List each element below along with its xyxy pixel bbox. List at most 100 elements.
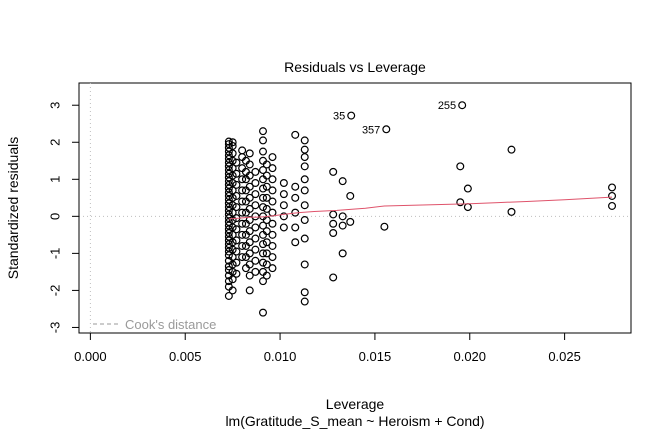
data-point — [245, 249, 254, 258]
data-point — [224, 217, 233, 226]
data-point — [232, 258, 241, 267]
data-point — [456, 198, 465, 207]
x-tick-label: 0.020 — [453, 349, 486, 364]
data-point — [608, 201, 617, 210]
data-point — [262, 160, 271, 169]
data-point — [268, 208, 277, 217]
data-point — [259, 203, 268, 212]
data-point — [224, 236, 233, 245]
data-point — [329, 167, 338, 176]
data-point — [224, 251, 233, 260]
data-point — [224, 173, 233, 182]
data-point — [259, 184, 268, 193]
data-point — [224, 243, 233, 252]
data-point — [224, 158, 233, 167]
data-point — [228, 275, 237, 284]
data-point — [338, 177, 347, 186]
data-point — [228, 171, 237, 180]
data-point — [224, 177, 233, 186]
data-point — [224, 162, 233, 171]
data-point — [224, 206, 233, 215]
data-point — [224, 291, 233, 300]
data-point — [608, 191, 617, 200]
data-point — [224, 151, 233, 160]
data-point — [228, 186, 237, 195]
data-point — [238, 219, 247, 228]
data-point — [291, 238, 300, 247]
data-point — [291, 193, 300, 202]
data-point — [224, 266, 233, 275]
reference-lines — [79, 83, 631, 333]
data-point — [458, 101, 467, 110]
data-point — [232, 180, 241, 189]
data-point — [224, 154, 233, 163]
data-point — [228, 245, 237, 254]
data-point — [251, 212, 260, 221]
data-point — [329, 273, 338, 282]
x-axis: 0.000 0.005 0.010 0.015 0.020 0.025 — [74, 332, 581, 364]
data-point — [279, 212, 288, 221]
data-point — [300, 145, 309, 154]
data-point — [224, 199, 233, 208]
data-point — [224, 277, 233, 286]
data-point — [268, 253, 277, 262]
data-point — [279, 223, 288, 232]
data-point — [268, 153, 277, 162]
data-point — [224, 191, 233, 200]
data-point — [262, 204, 271, 213]
data-point — [259, 308, 268, 317]
data-point — [224, 166, 233, 175]
data-point — [232, 158, 241, 167]
data-point — [224, 210, 233, 219]
data-point — [300, 136, 309, 145]
plot-frame — [78, 82, 632, 334]
data-point — [251, 201, 260, 210]
data-point — [262, 182, 271, 191]
data-point — [238, 197, 247, 206]
data-point — [329, 219, 338, 228]
data-point — [300, 186, 309, 195]
data-point — [300, 201, 309, 210]
data-point — [245, 160, 254, 169]
data-point — [245, 182, 254, 191]
data-point — [238, 253, 247, 262]
x-tick-label: 0.005 — [169, 349, 202, 364]
data-point — [228, 156, 237, 165]
data-point — [224, 240, 233, 249]
y-axis-label: Standardized residuals — [5, 137, 21, 279]
y-tick-label: 2 — [48, 139, 63, 146]
data-point — [232, 269, 241, 278]
point-label: 35 — [333, 111, 345, 123]
data-point — [300, 162, 309, 171]
data-point — [232, 225, 241, 234]
point-label: 255 — [438, 100, 456, 112]
data-point — [224, 195, 233, 204]
data-point — [291, 182, 300, 191]
data-point — [224, 169, 233, 178]
data-point — [238, 186, 247, 195]
data-point — [228, 138, 237, 147]
x-tick-label: 0.025 — [548, 349, 581, 364]
data-point — [268, 197, 277, 206]
data-point — [259, 136, 268, 145]
data-point — [251, 167, 260, 176]
x-tick-label: 0.000 — [74, 349, 107, 364]
data-point — [224, 221, 233, 230]
data-point — [300, 175, 309, 184]
x-axis-label: Leverage — [326, 396, 385, 412]
x-tick-label: 0.015 — [359, 349, 392, 364]
data-point — [268, 175, 277, 184]
data-point — [463, 184, 472, 193]
data-point — [259, 277, 268, 286]
data-point — [228, 164, 237, 173]
smoother-line — [228, 196, 613, 220]
chart-title: Residuals vs Leverage — [284, 59, 426, 75]
data-point — [251, 179, 260, 188]
data-point — [228, 267, 237, 276]
data-point — [238, 230, 247, 239]
data-point — [259, 193, 268, 202]
data-point — [291, 223, 300, 232]
data-point — [251, 245, 260, 254]
data-point — [262, 271, 271, 280]
